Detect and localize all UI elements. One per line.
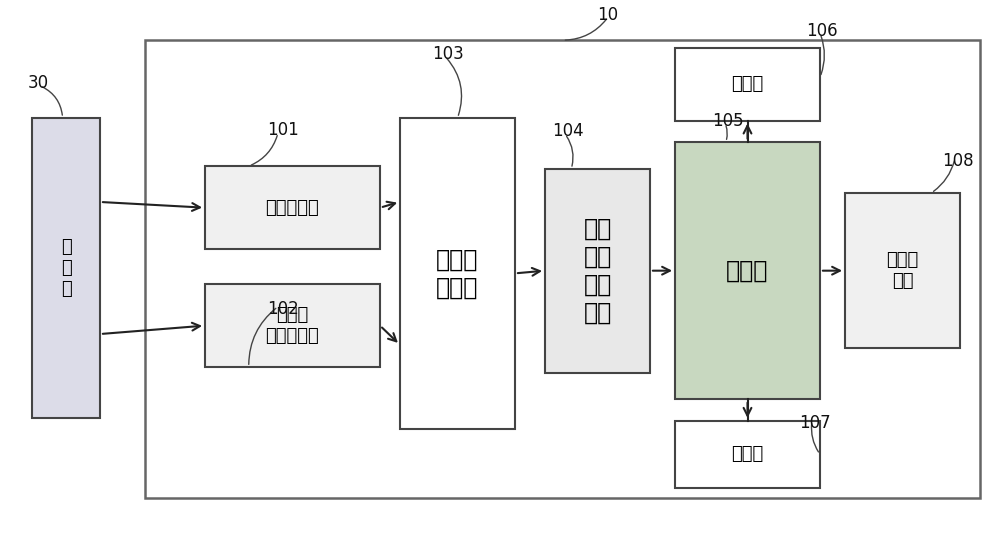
Text: 102: 102 <box>267 300 299 318</box>
Bar <box>845 193 960 348</box>
Text: 电压互感器: 电压互感器 <box>266 199 319 217</box>
Bar <box>675 421 820 488</box>
Text: 30: 30 <box>27 74 49 92</box>
Text: 变
压
器: 变 压 器 <box>61 238 71 298</box>
Bar <box>205 284 380 367</box>
Bar <box>32 118 100 418</box>
Text: 处理器: 处理器 <box>726 259 769 282</box>
Bar <box>205 166 380 249</box>
Text: 信号调
理电路: 信号调 理电路 <box>436 248 479 299</box>
Text: 显示器: 显示器 <box>731 76 764 93</box>
Text: 107: 107 <box>799 414 831 433</box>
Text: 模数
转换
采集
芯片: 模数 转换 采集 芯片 <box>583 217 612 324</box>
Text: 存储器: 存储器 <box>731 445 764 463</box>
Text: 开启式
电流互感器: 开启式 电流互感器 <box>266 306 319 345</box>
Bar <box>400 118 515 429</box>
Text: 103: 103 <box>432 44 464 63</box>
Text: 106: 106 <box>806 22 838 40</box>
Text: 104: 104 <box>552 122 584 140</box>
Text: 105: 105 <box>712 111 744 130</box>
Bar <box>145 40 980 498</box>
Text: 101: 101 <box>267 121 299 139</box>
Bar <box>675 142 820 399</box>
Text: 10: 10 <box>597 6 619 24</box>
Text: 以太网
接口: 以太网 接口 <box>886 251 919 290</box>
Bar <box>675 48 820 121</box>
Text: 108: 108 <box>942 152 974 170</box>
Bar <box>545 169 650 373</box>
